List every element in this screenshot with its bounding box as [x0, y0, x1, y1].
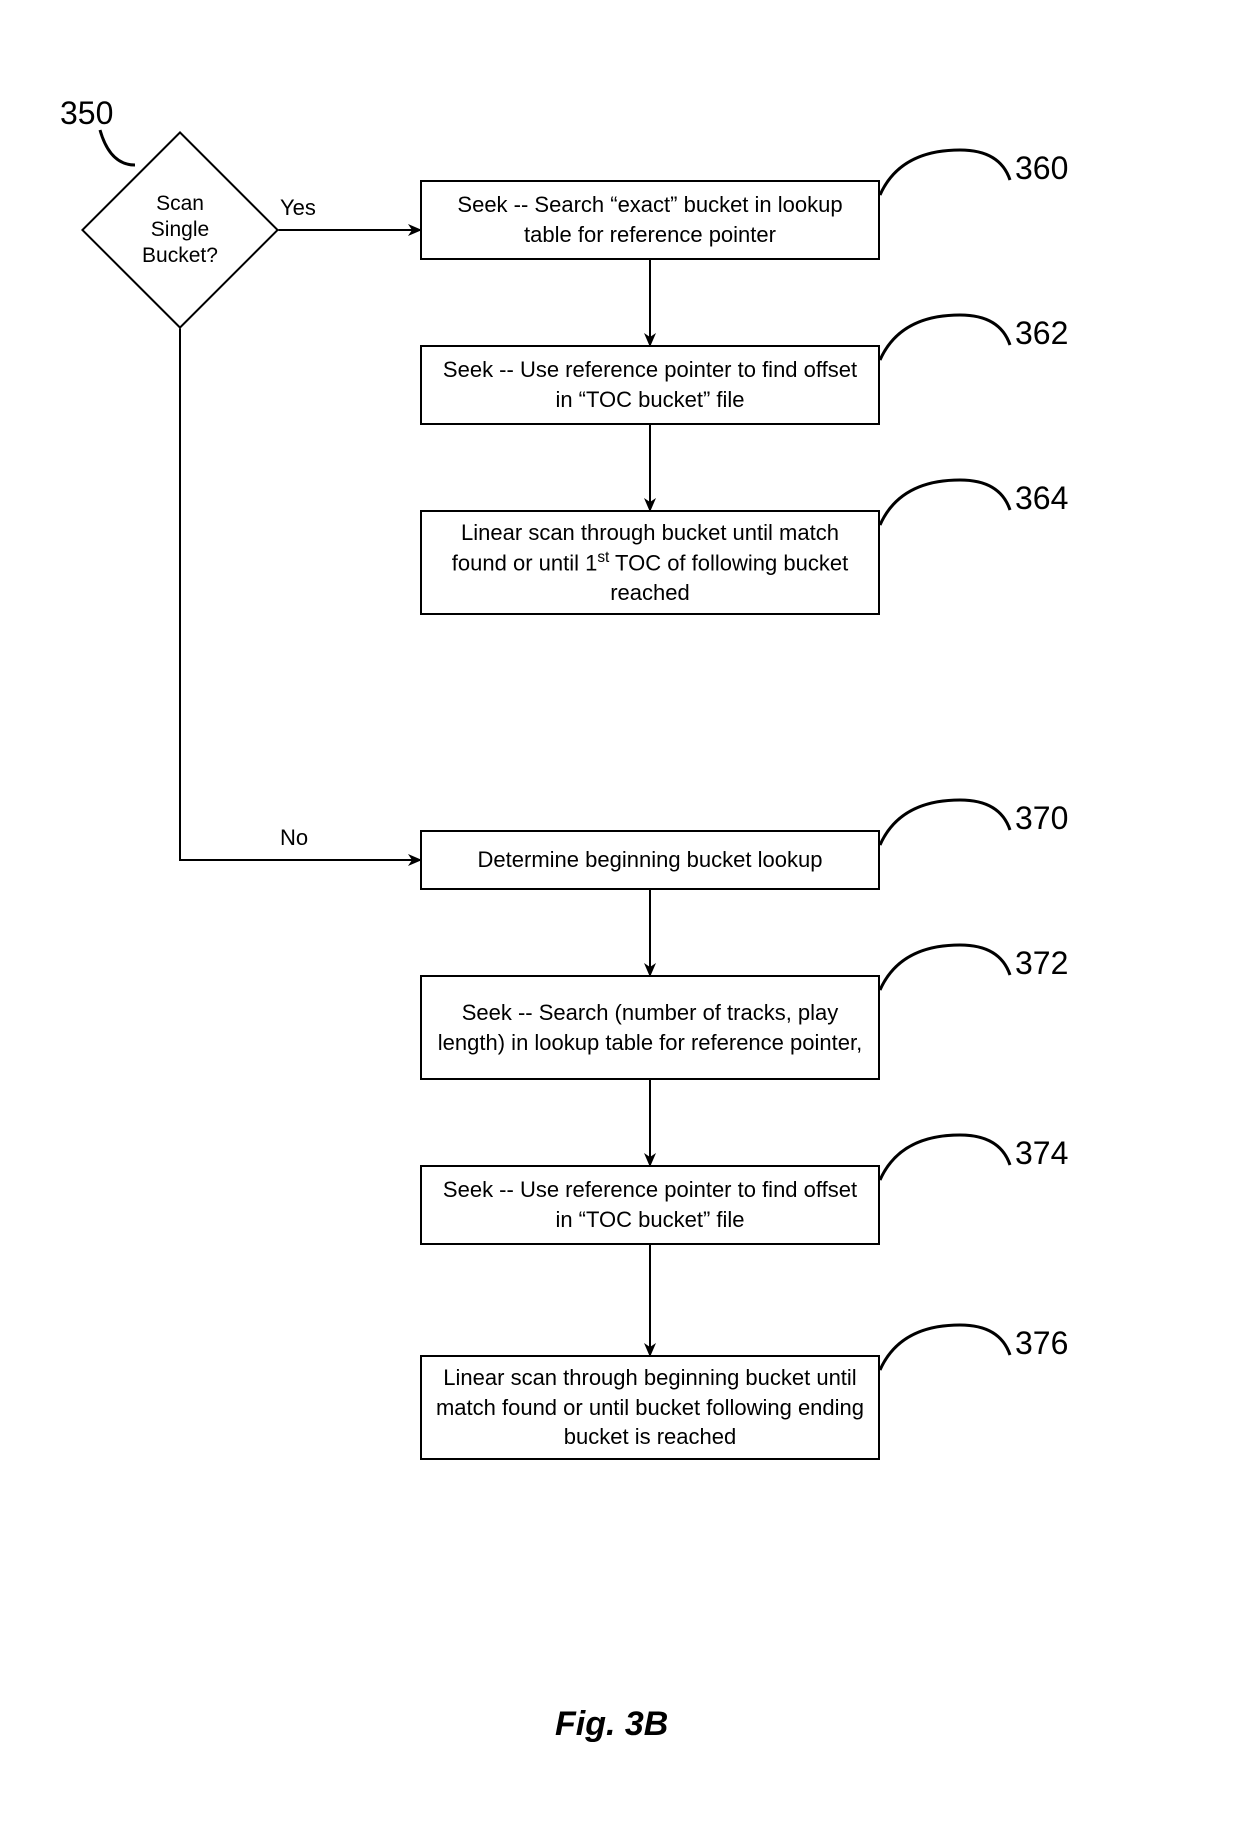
ref-372: 372: [1015, 945, 1068, 982]
callout-372: [880, 945, 1010, 990]
box-370-text: Determine beginning bucket lookup: [478, 845, 823, 875]
box-370: Determine beginning bucket lookup: [420, 830, 880, 890]
decision-350-text: Scan Single Bucket?: [140, 191, 220, 270]
callout-362: [880, 315, 1010, 360]
ref-350: 350: [60, 95, 113, 132]
box-374-text: Seek -- Use reference pointer to find of…: [434, 1175, 866, 1234]
callout-370: [880, 800, 1010, 845]
box-360-text: Seek -- Search “exact” bucket in lookup …: [434, 190, 866, 249]
box-374: Seek -- Use reference pointer to find of…: [420, 1165, 880, 1245]
box-372: Seek -- Search (number of tracks, play l…: [420, 975, 880, 1080]
box-376: Linear scan through beginning bucket unt…: [420, 1355, 880, 1460]
ref-374: 374: [1015, 1135, 1068, 1172]
figure-label: Fig. 3B: [555, 1705, 668, 1744]
ref-376: 376: [1015, 1325, 1068, 1362]
callout-374: [880, 1135, 1010, 1180]
edge-label-yes: Yes: [280, 195, 316, 221]
decision-350: Scan Single Bucket?: [110, 160, 250, 300]
flowchart-canvas: Scan Single Bucket? Seek -- Search “exac…: [0, 0, 1240, 1845]
callout-364: [880, 480, 1010, 525]
ref-364: 364: [1015, 480, 1068, 517]
ref-360: 360: [1015, 150, 1068, 187]
box-362: Seek -- Use reference pointer to find of…: [420, 345, 880, 425]
edge-no: [180, 300, 420, 860]
callout-376: [880, 1325, 1010, 1370]
box-376-text: Linear scan through beginning bucket unt…: [434, 1363, 866, 1452]
box-362-text: Seek -- Use reference pointer to find of…: [434, 355, 866, 414]
ref-362: 362: [1015, 315, 1068, 352]
ref-370: 370: [1015, 800, 1068, 837]
box-364-text: Linear scan through bucket until match f…: [434, 518, 866, 607]
edge-label-no: No: [280, 825, 308, 851]
box-364: Linear scan through bucket until match f…: [420, 510, 880, 615]
box-372-text: Seek -- Search (number of tracks, play l…: [434, 998, 866, 1057]
box-360: Seek -- Search “exact” bucket in lookup …: [420, 180, 880, 260]
callout-360: [880, 150, 1010, 195]
